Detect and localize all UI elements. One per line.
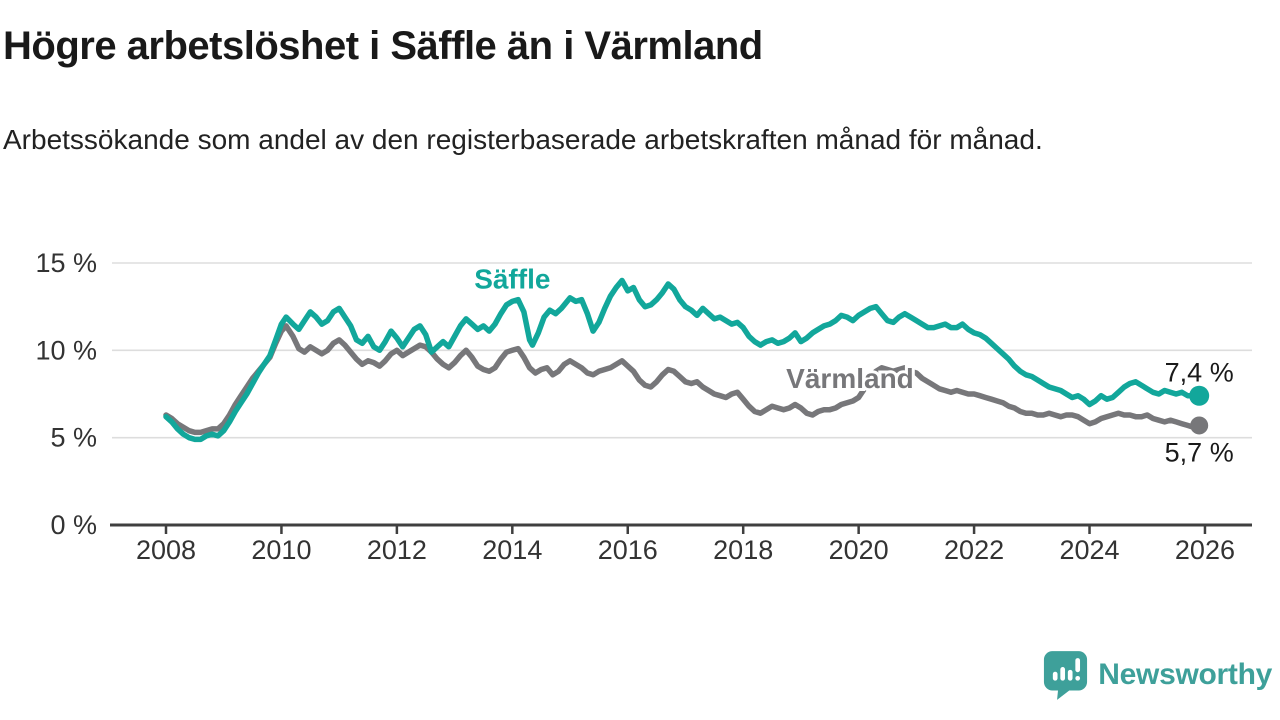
newsworthy-wordmark: Newsworthy xyxy=(1098,658,1272,691)
x-tick-label: 2020 xyxy=(829,535,889,565)
series-label-saffle: Säffle xyxy=(474,263,550,294)
end-label-varmland: 5,7 % xyxy=(1165,437,1234,467)
y-tick-label: 15 % xyxy=(35,248,97,278)
x-tick-label: 2016 xyxy=(598,535,658,565)
newsworthy-bubble-chart-icon xyxy=(1044,651,1088,700)
end-dot-saffle xyxy=(1189,385,1210,406)
series-line-saffle xyxy=(163,277,1202,443)
end-dot-varmland xyxy=(1190,416,1209,435)
y-tick-label: 0 % xyxy=(50,510,97,540)
series-line-varmland xyxy=(163,323,1202,436)
series-label-varmland: Värmland xyxy=(786,363,914,394)
x-tick-label: 2024 xyxy=(1059,535,1119,565)
y-tick-label: 5 % xyxy=(50,423,97,453)
end-label-saffle: 7,4 % xyxy=(1165,358,1234,388)
x-tick-label: 2014 xyxy=(482,535,542,565)
newsworthy-logo: Newsworthy xyxy=(1043,650,1272,700)
x-tick-label: 2022 xyxy=(944,535,1004,565)
x-tick-label: 2026 xyxy=(1175,535,1235,565)
chart-subtitle: Arbetssökande som andel av den registerb… xyxy=(3,124,1043,155)
y-tick-label: 10 % xyxy=(35,335,97,365)
page-title: Högre arbetslöshet i Säffle än i Värmlan… xyxy=(3,24,763,68)
x-tick-label: 2010 xyxy=(251,535,311,565)
x-tick-label: 2008 xyxy=(136,535,196,565)
x-tick-label: 2012 xyxy=(367,535,427,565)
x-tick-label: 2018 xyxy=(713,535,773,565)
